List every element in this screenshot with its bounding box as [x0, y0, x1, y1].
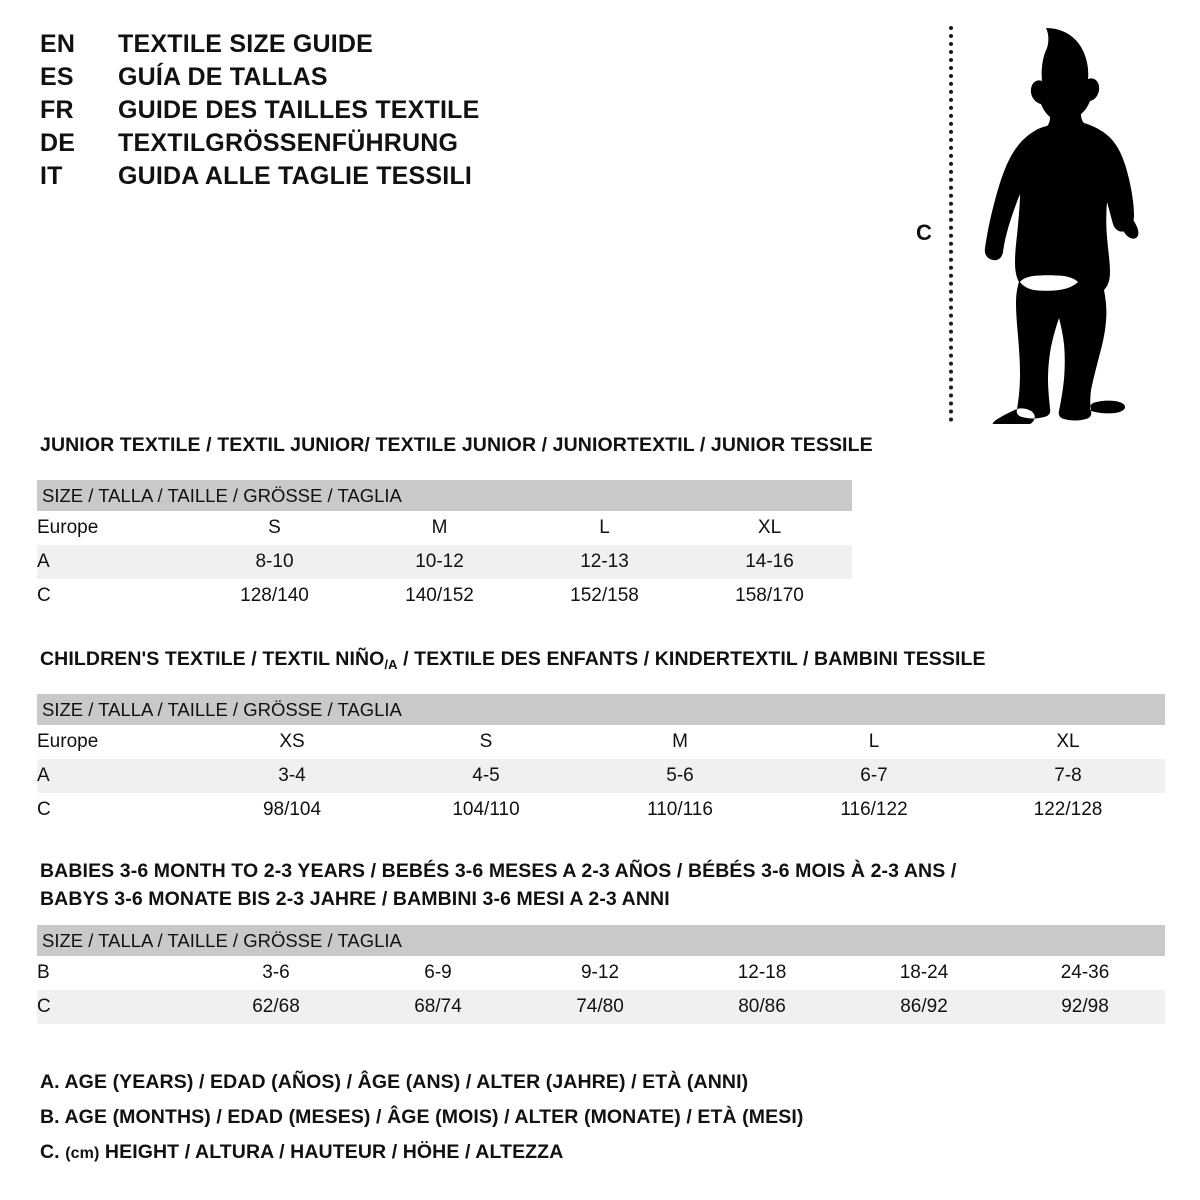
junior-row-label-a: A	[37, 545, 192, 579]
junior-cell-a-0: 8-10	[192, 545, 357, 579]
junior-cell-c-2: 152/158	[522, 579, 687, 613]
babies-band-label: SIZE / TALLA / TAILLE / GRÖSSE / TAGLIA	[37, 925, 1165, 956]
children-cell-europe-3: L	[777, 725, 971, 759]
language-code-fr: FR	[40, 96, 74, 124]
language-title-es: GUÍA DE TALLAS	[118, 63, 328, 91]
children-row-c: C 98/104 104/110 110/116 116/122 122/128	[37, 793, 1165, 827]
children-cell-a-4: 7-8	[971, 759, 1165, 793]
junior-cell-a-2: 12-13	[522, 545, 687, 579]
junior-cell-a-1: 10-12	[357, 545, 522, 579]
junior-cell-europe-1: M	[357, 511, 522, 545]
babies-section-heading-line2: BABYS 3-6 MONATE BIS 2-3 JAHRE / BAMBINI…	[40, 888, 670, 910]
height-dotted-line	[949, 26, 953, 422]
children-heading-post: / TEXTILE DES ENFANTS / KINDERTEXTIL / B…	[397, 648, 986, 670]
height-measure-label: C	[916, 220, 932, 245]
babies-section-heading-line1: BABIES 3-6 MONTH TO 2-3 YEARS / BEBÉS 3-…	[40, 860, 957, 882]
babies-row-label-b: B	[37, 956, 195, 990]
child-silhouette-icon	[984, 28, 1139, 424]
junior-section-heading: JUNIOR TEXTILE / TEXTIL JUNIOR/ TEXTILE …	[40, 434, 873, 456]
babies-table-band-row: SIZE / TALLA / TAILLE / GRÖSSE / TAGLIA	[37, 925, 1165, 956]
legend-c-prefix: C.	[40, 1141, 66, 1163]
babies-cell-c-2: 74/80	[519, 990, 681, 1024]
junior-row-label-c: C	[37, 579, 192, 613]
babies-cell-b-5: 24-36	[1005, 956, 1165, 990]
language-row-en: EN TEXTILE SIZE GUIDE	[40, 30, 600, 63]
children-row-label-europe: Europe	[37, 725, 195, 759]
children-cell-europe-4: XL	[971, 725, 1165, 759]
junior-size-table: SIZE / TALLA / TAILLE / GRÖSSE / TAGLIA …	[37, 480, 853, 613]
children-row-label-c: C	[37, 793, 195, 827]
language-code-it: IT	[40, 162, 63, 190]
language-header-block: EN TEXTILE SIZE GUIDE ES GUÍA DE TALLAS …	[40, 30, 600, 195]
children-cell-c-3: 116/122	[777, 793, 971, 827]
junior-cell-c-0: 128/140	[192, 579, 357, 613]
junior-row-europe: Europe S M L XL	[37, 511, 853, 545]
children-cell-europe-1: S	[389, 725, 583, 759]
junior-cell-a-3: 14-16	[687, 545, 853, 579]
junior-cell-europe-2: L	[522, 511, 687, 545]
junior-row-c: C 128/140 140/152 152/158 158/170	[37, 579, 853, 613]
babies-cell-c-4: 86/92	[843, 990, 1005, 1024]
legend-line-b: B. AGE (MONTHS) / EDAD (MESES) / ÂGE (MO…	[40, 1106, 804, 1128]
children-heading-sub: /A	[384, 657, 398, 672]
height-reference-figure: C	[900, 14, 1150, 424]
language-title-en: TEXTILE SIZE GUIDE	[118, 30, 374, 58]
babies-cell-c-0: 62/68	[195, 990, 357, 1024]
children-band-label: SIZE / TALLA / TAILLE / GRÖSSE / TAGLIA	[37, 694, 1165, 725]
language-title-de: TEXTILGRÖSSENFÜHRUNG	[118, 129, 459, 157]
language-title-it: GUIDA ALLE TAGLIE TESSILI	[118, 162, 473, 190]
language-row-es: ES GUÍA DE TALLAS	[40, 63, 600, 96]
babies-cell-b-2: 9-12	[519, 956, 681, 990]
language-code-en: EN	[40, 30, 76, 58]
babies-row-b: B 3-6 6-9 9-12 12-18 18-24 24-36	[37, 956, 1165, 990]
language-code-es: ES	[40, 63, 74, 91]
junior-cell-c-1: 140/152	[357, 579, 522, 613]
children-row-a: A 3-4 4-5 5-6 6-7 7-8	[37, 759, 1165, 793]
language-title-fr: GUIDE DES TAILLES TEXTILE	[118, 96, 480, 124]
babies-row-c: C 62/68 68/74 74/80 80/86 86/92 92/98	[37, 990, 1165, 1024]
language-row-it: IT GUIDA ALLE TAGLIE TESSILI	[40, 162, 600, 195]
junior-row-a: A 8-10 10-12 12-13 14-16	[37, 545, 853, 579]
children-cell-a-0: 3-4	[195, 759, 389, 793]
babies-cell-c-3: 80/86	[681, 990, 843, 1024]
children-cell-a-1: 4-5	[389, 759, 583, 793]
babies-cell-b-4: 18-24	[843, 956, 1005, 990]
legend-c-unit: (cm)	[65, 1145, 100, 1162]
children-cell-c-0: 98/104	[195, 793, 389, 827]
children-cell-a-2: 5-6	[583, 759, 777, 793]
children-cell-europe-2: M	[583, 725, 777, 759]
babies-cell-b-3: 12-18	[681, 956, 843, 990]
children-row-europe: Europe XS S M L XL	[37, 725, 1165, 759]
babies-cell-c-5: 92/98	[1005, 990, 1165, 1024]
junior-row-label-europe: Europe	[37, 511, 192, 545]
junior-cell-c-3: 158/170	[687, 579, 853, 613]
junior-cell-europe-0: S	[192, 511, 357, 545]
babies-row-label-c: C	[37, 990, 195, 1024]
language-code-de: DE	[40, 129, 76, 157]
children-heading-pre: CHILDREN'S TEXTILE / TEXTIL NIÑO	[40, 648, 385, 670]
babies-cell-b-1: 6-9	[357, 956, 519, 990]
children-cell-europe-0: XS	[195, 725, 389, 759]
legend-line-c: C. (cm) HEIGHT / ALTURA / HAUTEUR / HÖHE…	[40, 1135, 940, 1171]
junior-table-band-row: SIZE / TALLA / TAILLE / GRÖSSE / TAGLIA	[37, 480, 853, 511]
children-table-band-row: SIZE / TALLA / TAILLE / GRÖSSE / TAGLIA	[37, 694, 1165, 725]
language-row-fr: FR GUIDE DES TAILLES TEXTILE	[40, 96, 600, 129]
children-cell-c-2: 110/116	[583, 793, 777, 827]
legend-c-text: HEIGHT / ALTURA / HAUTEUR / HÖHE / ALTEZ…	[99, 1141, 564, 1163]
children-cell-a-3: 6-7	[777, 759, 971, 793]
children-cell-c-4: 122/128	[971, 793, 1165, 827]
legend-line-a: A. AGE (YEARS) / EDAD (AÑOS) / ÂGE (ANS)…	[40, 1071, 749, 1093]
babies-cell-b-0: 3-6	[195, 956, 357, 990]
language-row-de: DE TEXTILGRÖSSENFÜHRUNG	[40, 129, 600, 162]
babies-cell-c-1: 68/74	[357, 990, 519, 1024]
junior-band-label: SIZE / TALLA / TAILLE / GRÖSSE / TAGLIA	[37, 480, 853, 511]
children-cell-c-1: 104/110	[389, 793, 583, 827]
children-row-label-a: A	[37, 759, 195, 793]
children-size-table: SIZE / TALLA / TAILLE / GRÖSSE / TAGLIA …	[37, 694, 1165, 827]
junior-cell-europe-3: XL	[687, 511, 853, 545]
measurement-legend: A. AGE (YEARS) / EDAD (AÑOS) / ÂGE (ANS)…	[40, 1065, 940, 1171]
babies-size-table: SIZE / TALLA / TAILLE / GRÖSSE / TAGLIA …	[37, 925, 1165, 1024]
children-section-heading: CHILDREN'S TEXTILE / TEXTIL NIÑO/A / TEX…	[40, 648, 986, 672]
